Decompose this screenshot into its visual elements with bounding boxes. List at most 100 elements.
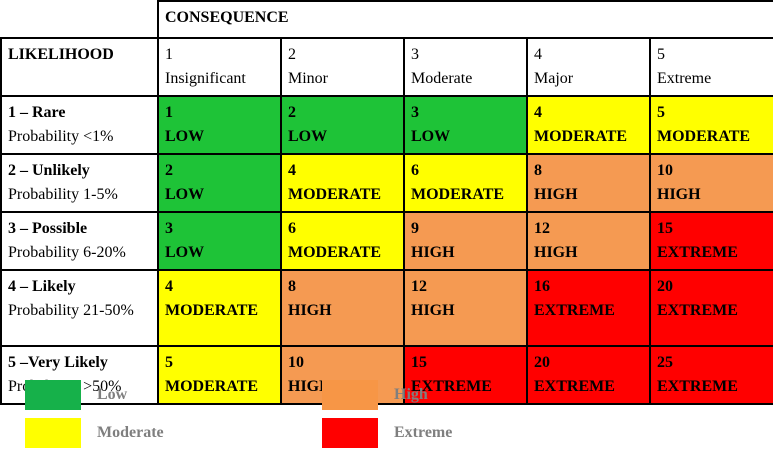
risk-cell: 20 EXTREME — [526, 345, 651, 405]
risk-cell: 5 MODERATE — [157, 345, 282, 405]
risk-cell: 3 LOW — [157, 211, 282, 271]
risk-score: 20 — [657, 278, 673, 295]
risk-rating: HIGH — [411, 302, 455, 319]
risk-cell: 2 LOW — [280, 95, 405, 155]
risk-cell: 20 EXTREME — [649, 269, 773, 347]
risk-rating: LOW — [165, 128, 205, 145]
row-header: 1 – Rare Probability <1% — [0, 95, 159, 155]
header-row: CONSEQUENCE — [0, 0, 773, 39]
risk-score: 10 — [288, 354, 304, 371]
risk-score: 10 — [657, 162, 673, 179]
column-number: 3 — [411, 46, 419, 63]
risk-score: 5 — [165, 354, 173, 371]
risk-cell: 1 LOW — [157, 95, 282, 155]
legend-label: Moderate — [97, 424, 164, 441]
column-header: 2 Minor — [280, 37, 405, 97]
risk-cell: 4 MODERATE — [526, 95, 651, 155]
likelihood-label: 4 – Likely — [8, 278, 76, 295]
risk-score: 25 — [657, 354, 673, 371]
risk-cell: 12 HIGH — [526, 211, 651, 271]
risk-rating: MODERATE — [657, 128, 751, 145]
legend-label: Extreme — [394, 424, 453, 441]
risk-cell: 4 MODERATE — [280, 153, 405, 213]
risk-rating: LOW — [288, 128, 328, 145]
legend-item: Moderate — [25, 418, 164, 448]
risk-rating: HIGH — [534, 186, 578, 203]
legend-label: High — [394, 386, 428, 403]
risk-row: 4 – Likely Probability 21-50% 4 MODERATE 8 HI… — [0, 269, 773, 347]
risk-score: 4 — [288, 162, 296, 179]
risk-rating: EXTREME — [411, 378, 492, 395]
column-header: 1 Insignificant — [157, 37, 282, 97]
risk-rating: EXTREME — [657, 378, 738, 395]
legend-item: Low — [25, 380, 127, 410]
risk-cell: 25 EXTREME — [649, 345, 773, 405]
column-number: 5 — [657, 46, 665, 63]
legend-item: High — [322, 380, 428, 410]
risk-score: 3 — [165, 220, 173, 237]
risk-row: 1 – Rare Probability <1% 1 LOW 2 LOW 3 LOW 4 MODE… — [0, 95, 773, 155]
column-label: Insignificant — [165, 70, 246, 87]
column-label: Extreme — [657, 70, 712, 87]
risk-score: 15 — [411, 354, 427, 371]
row-header: 3 – Possible Probability 6-20% — [0, 211, 159, 271]
likelihood-label: 2 – Unlikely — [8, 162, 90, 179]
risk-score: 9 — [411, 220, 419, 237]
risk-score: 5 — [657, 104, 665, 121]
risk-score: 2 — [165, 162, 173, 179]
risk-row: 3 – Possible Probability 6-20% 3 LOW 6 MODERA… — [0, 211, 773, 271]
column-number: 4 — [534, 46, 542, 63]
risk-cell: 6 MODERATE — [280, 211, 405, 271]
risk-rating: HIGH — [288, 378, 332, 395]
risk-score: 12 — [411, 278, 427, 295]
legend-swatch — [322, 380, 378, 410]
risk-row: 2 – Unlikely Probability 1-5% 2 LOW 4 MODERAT… — [0, 153, 773, 213]
risk-rating: LOW — [411, 128, 451, 145]
risk-rating: MODERATE — [165, 302, 259, 319]
risk-score: 20 — [534, 354, 550, 371]
column-header: 3 Moderate — [403, 37, 528, 97]
risk-rating: HIGH — [534, 244, 578, 261]
consequence-header: CONSEQUENCE — [157, 0, 773, 39]
risk-score: 8 — [534, 162, 542, 179]
risk-score: 3 — [411, 104, 419, 121]
column-label: Minor — [288, 70, 328, 87]
probability-label: Probability <1% — [8, 128, 114, 145]
risk-score: 8 — [288, 278, 296, 295]
row-header: 2 – Unlikely Probability 1-5% — [0, 153, 159, 213]
risk-score: 6 — [288, 220, 296, 237]
risk-cell: 8 HIGH — [526, 153, 651, 213]
risk-rating: LOW — [165, 244, 205, 261]
risk-cell: 6 MODERATE — [403, 153, 528, 213]
probability-label: Probability 1-5% — [8, 186, 118, 203]
risk-cell: 3 LOW — [403, 95, 528, 155]
column-number: 1 — [165, 46, 173, 63]
legend: Low Moderate High Extreme — [0, 376, 773, 472]
risk-rating: MODERATE — [411, 186, 505, 203]
column-label: Moderate — [411, 70, 473, 87]
risk-cell: 15 EXTREME — [649, 211, 773, 271]
legend-swatch — [25, 418, 81, 448]
risk-score: 1 — [165, 104, 173, 121]
risk-rating: EXTREME — [534, 302, 615, 319]
risk-rating: LOW — [165, 186, 205, 203]
corner-cell — [0, 0, 159, 39]
risk-rating: EXTREME — [534, 378, 615, 395]
risk-score: 4 — [165, 278, 173, 295]
risk-cell: 8 HIGH — [280, 269, 405, 347]
risk-score: 6 — [411, 162, 419, 179]
risk-rating: MODERATE — [165, 378, 259, 395]
risk-cell: 12 HIGH — [403, 269, 528, 347]
risk-cell: 5 MODERATE — [649, 95, 773, 155]
risk-rating: MODERATE — [534, 128, 628, 145]
risk-cell: 15 EXTREME — [403, 345, 528, 405]
risk-cell: 10 HIGH — [649, 153, 773, 213]
legend-item: Extreme — [322, 418, 452, 448]
likelihood-header: LIKELIHOOD — [0, 37, 159, 97]
risk-cell: 2 LOW — [157, 153, 282, 213]
column-label: Major — [534, 70, 574, 87]
risk-cell: 9 HIGH — [403, 211, 528, 271]
column-header: 4 Major — [526, 37, 651, 97]
